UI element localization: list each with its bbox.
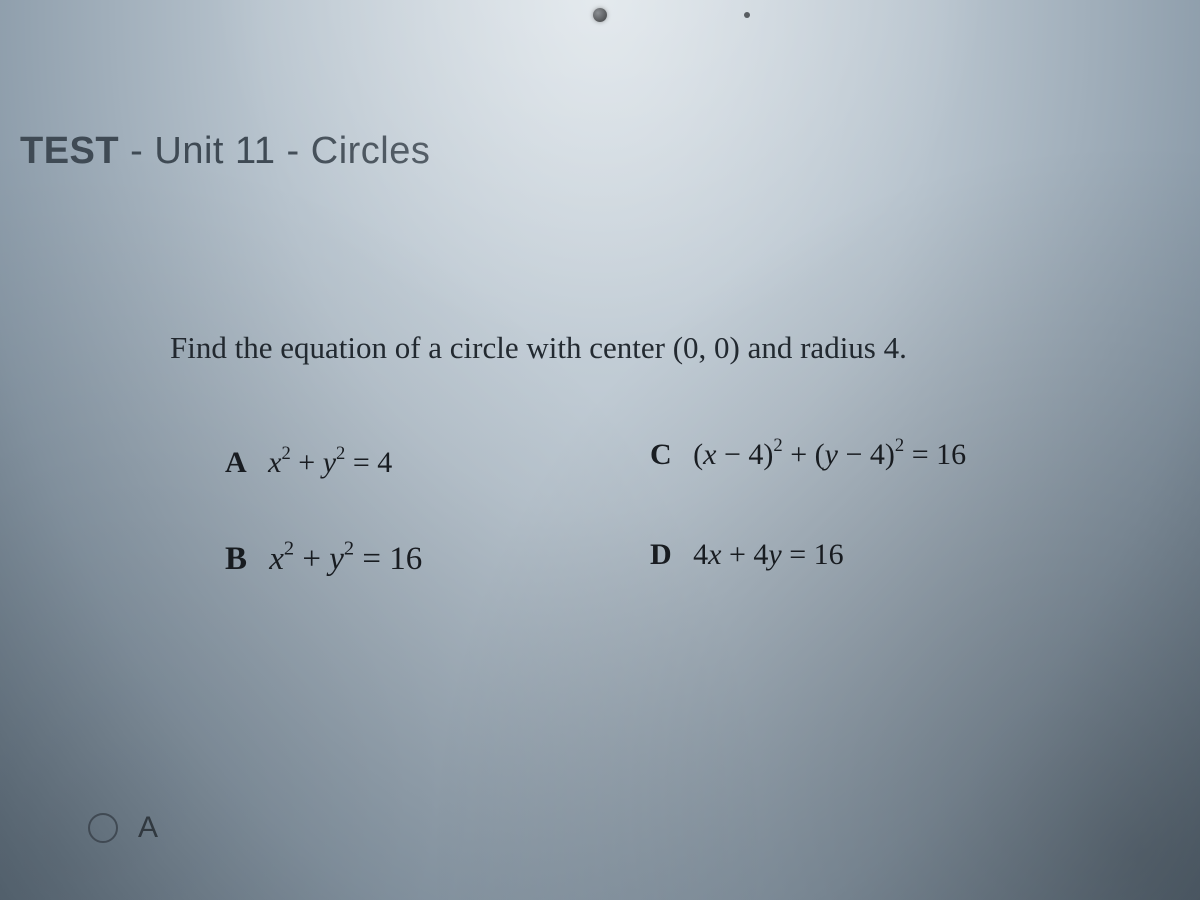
choice-c-n1: 4 — [748, 438, 763, 471]
choice-a-plus: + — [298, 446, 322, 479]
choice-a-letter: A — [225, 446, 247, 479]
choice-d-eq: = — [789, 538, 813, 571]
choice-a-exp2: 2 — [336, 443, 345, 464]
choice-c-exp2: 2 — [895, 435, 904, 456]
choice-d: D 4x + 4y = 16 — [650, 538, 844, 572]
question-prompt: Find the equation of a circle with cente… — [170, 330, 1140, 366]
choice-c-plus: + — [790, 438, 814, 471]
choice-c-n2: 4 — [870, 438, 885, 471]
sensor-dot — [744, 12, 750, 18]
choice-c-var1: x — [703, 438, 716, 471]
choice-c-var2: y — [825, 438, 838, 471]
choice-a: A x2 + y2 = 4 — [225, 446, 392, 480]
choice-c-letter: C — [650, 438, 672, 471]
choice-b-letter: B — [225, 541, 247, 577]
title-strong: TEST — [20, 130, 119, 172]
choice-c-open1: ( — [693, 438, 703, 471]
choice-d-rhs: 16 — [814, 538, 844, 571]
choice-c-open2: ( — [815, 438, 825, 471]
choice-a-var1: x — [268, 446, 281, 479]
page-title: TEST - Unit 11 - Circles — [20, 130, 430, 173]
choices: A x2 + y2 = 4 B x2 + y2 = 16 C (x − 4)2 … — [170, 446, 1140, 666]
choice-c: C (x − 4)2 + (y − 4)2 = 16 — [650, 438, 966, 472]
choice-c-rhs: 16 — [936, 438, 966, 471]
choice-b-plus: + — [302, 541, 329, 577]
choice-c-minus1: − — [717, 438, 749, 471]
choice-b-exp2: 2 — [344, 538, 354, 560]
choice-c-exp1: 2 — [773, 435, 782, 456]
choice-a-rhs: 4 — [377, 446, 392, 479]
title-rest: - Unit 11 - Circles — [119, 130, 430, 172]
choice-b-rhs: 16 — [389, 541, 422, 577]
choice-a-eq: = — [353, 446, 377, 479]
choice-a-exp1: 2 — [282, 443, 291, 464]
choice-d-lhs: 4x + 4y — [693, 538, 782, 571]
choice-c-close2: ) — [885, 438, 895, 471]
choice-b-exp1: 2 — [284, 538, 294, 560]
choice-c-close1: ) — [763, 438, 773, 471]
question-block: Find the equation of a circle with cente… — [170, 330, 1140, 666]
webcam-dot — [593, 8, 607, 22]
choice-b-var1: x — [269, 541, 284, 577]
choice-b: B x2 + y2 = 16 — [225, 541, 422, 578]
choice-b-var2: y — [329, 541, 344, 577]
radio-unchecked-icon[interactable] — [88, 813, 118, 843]
choice-c-eq: = — [912, 438, 936, 471]
choice-d-letter: D — [650, 538, 672, 571]
choice-a-var2: y — [323, 446, 336, 479]
answer-option-a-label: A — [138, 811, 158, 845]
choice-b-eq: = — [362, 541, 389, 577]
answer-option-a[interactable]: A — [88, 811, 158, 845]
choice-c-minus2: − — [838, 438, 870, 471]
